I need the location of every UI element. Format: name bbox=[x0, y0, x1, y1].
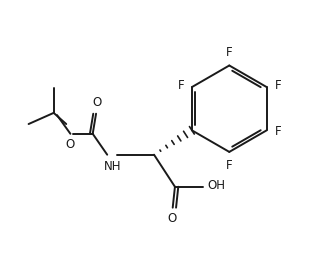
Text: OH: OH bbox=[207, 179, 225, 192]
Text: F: F bbox=[275, 79, 281, 92]
Text: F: F bbox=[226, 159, 232, 172]
Text: O: O bbox=[92, 96, 101, 109]
Text: F: F bbox=[226, 46, 232, 58]
Text: O: O bbox=[66, 138, 75, 151]
Text: O: O bbox=[167, 211, 177, 225]
Text: NH: NH bbox=[103, 160, 121, 173]
Text: F: F bbox=[177, 79, 184, 92]
Text: F: F bbox=[275, 125, 281, 138]
